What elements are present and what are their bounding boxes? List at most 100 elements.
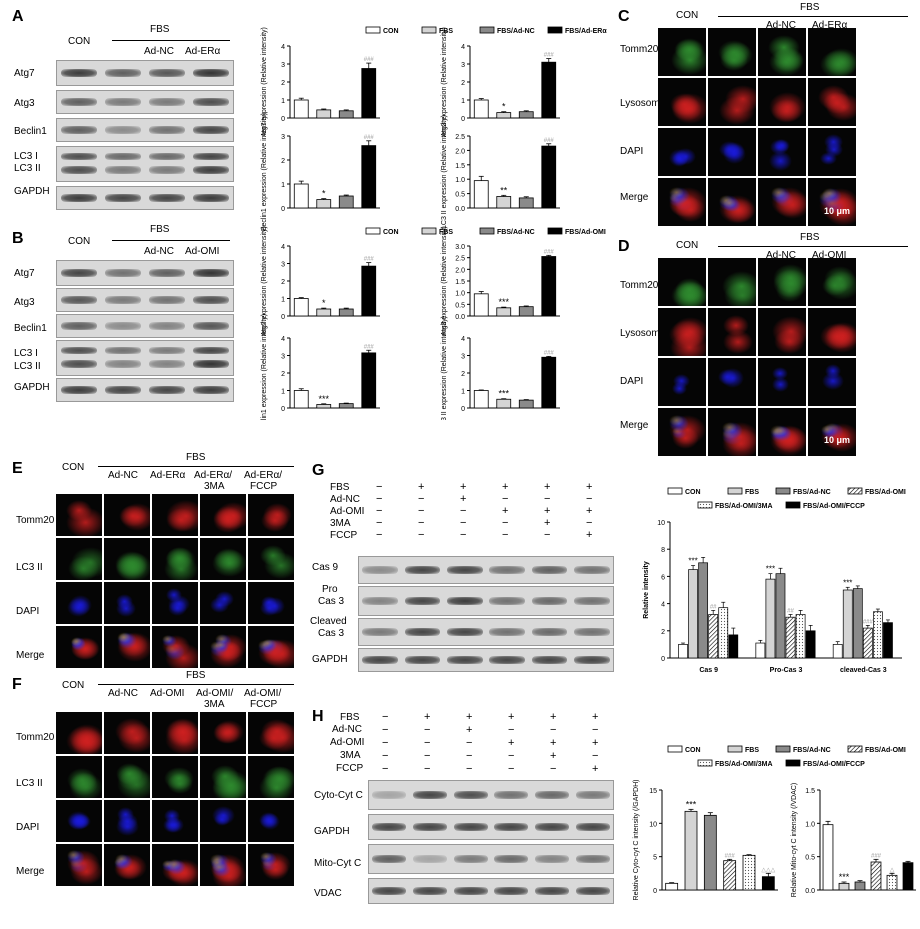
c-con-label: CON bbox=[676, 10, 699, 21]
micrograph-cell bbox=[152, 800, 198, 842]
cell-signal bbox=[671, 381, 688, 395]
micrograph-cell bbox=[152, 582, 198, 624]
micrograph-cell bbox=[152, 494, 198, 536]
legend-label: FBS/Ad-OMI/FCCP bbox=[803, 503, 865, 510]
micrograph-cell bbox=[104, 712, 150, 754]
treatment-sign: − bbox=[418, 505, 425, 517]
micrograph-cell bbox=[104, 844, 150, 886]
y-tick-label: 0 bbox=[653, 888, 657, 895]
cell-signal bbox=[210, 597, 229, 613]
y-axis-label: Beclin1 expression (Relative intensity) bbox=[261, 314, 268, 420]
treatment-sign: − bbox=[376, 505, 383, 517]
blot-band bbox=[531, 656, 568, 664]
y-tick-label: 4 bbox=[281, 44, 285, 51]
blot-band bbox=[192, 194, 230, 202]
blot-band bbox=[575, 791, 610, 799]
y-tick-label: 2.5 bbox=[455, 256, 465, 263]
treatment-sign: + bbox=[544, 505, 551, 517]
blot-band bbox=[494, 791, 529, 799]
blot-band bbox=[192, 322, 230, 330]
cell-signal bbox=[211, 861, 226, 873]
treatment-sign: − bbox=[382, 724, 389, 736]
cell-signal bbox=[825, 321, 856, 350]
treatment-sign: + bbox=[550, 750, 557, 762]
bar bbox=[795, 614, 806, 659]
treatment-sign: − bbox=[508, 750, 515, 762]
blot-band bbox=[372, 791, 407, 799]
blot-band bbox=[104, 194, 142, 202]
bar bbox=[886, 874, 898, 891]
bar bbox=[293, 99, 309, 119]
significance-label: ### bbox=[544, 53, 555, 59]
micrograph-cell bbox=[200, 582, 246, 624]
panel-letter-g: G bbox=[312, 462, 325, 479]
c-lane-adnc: Ad-NC bbox=[766, 20, 797, 31]
treatment-sign: − bbox=[376, 493, 383, 505]
f-row-lc3ii: LC3 II bbox=[16, 778, 43, 789]
significance-label: *** bbox=[766, 565, 775, 574]
blot-band bbox=[412, 823, 448, 831]
panel-letter-d: D bbox=[618, 238, 630, 255]
cell-signal bbox=[820, 49, 856, 76]
micrograph-cell bbox=[708, 308, 756, 356]
a-row-lc3ii: LC3 II bbox=[14, 163, 41, 174]
treatment-sign: − bbox=[376, 517, 383, 529]
f-lane-adnc: Ad-NC bbox=[108, 688, 139, 699]
bar bbox=[785, 616, 796, 659]
blot-strip bbox=[358, 586, 614, 616]
micrograph-cell bbox=[200, 844, 246, 886]
g-treat-fbs: FBS bbox=[330, 482, 350, 493]
blot-band bbox=[60, 98, 98, 106]
treatment-sign: − bbox=[544, 529, 551, 541]
y-axis-label: Atg7 expression (Relative intensity) bbox=[261, 226, 268, 336]
blot-band bbox=[489, 566, 525, 574]
treatment-sign: + bbox=[592, 711, 599, 723]
y-axis-label: Beclin1 expression (Relative intensity) bbox=[261, 113, 268, 231]
f-fbs-label: FBS bbox=[186, 670, 206, 681]
bar bbox=[361, 68, 377, 119]
blot-band bbox=[494, 823, 529, 831]
blot-band bbox=[148, 322, 186, 330]
blot-strip bbox=[368, 844, 614, 874]
blot-band bbox=[60, 153, 98, 160]
micrograph-cell bbox=[248, 494, 294, 536]
f-con-label: CON bbox=[62, 680, 85, 691]
cell-signal bbox=[772, 366, 789, 381]
micrograph-cell bbox=[658, 128, 706, 176]
micrograph-cell bbox=[758, 178, 806, 226]
y-axis-label: Atg7 expression (Relative intensity) bbox=[261, 27, 268, 137]
e-row-tomm20: Tomm20 bbox=[16, 515, 55, 526]
micrograph-cell bbox=[658, 408, 706, 456]
treatment-sign: + bbox=[544, 481, 551, 493]
panel-letter-a: A bbox=[12, 8, 24, 25]
bar-chart: 0.0 0.5 1.0 1.5 2.0 2.5 ** ### LC3 II expression… bbox=[441, 115, 560, 229]
treatment-sign: − bbox=[424, 724, 431, 736]
f-row-dapi: DAPI bbox=[16, 822, 40, 833]
micrograph-cell bbox=[808, 128, 856, 176]
micrograph-cell bbox=[56, 844, 102, 886]
blot-band bbox=[192, 296, 230, 304]
y-tick-label: 2 bbox=[281, 371, 285, 378]
a-con-label: CON bbox=[68, 36, 91, 47]
c-fbs-line bbox=[718, 16, 908, 17]
micrograph-cell bbox=[56, 712, 102, 754]
treatment-sign: − bbox=[376, 481, 383, 493]
bar bbox=[902, 862, 914, 891]
micrograph-cell bbox=[200, 538, 246, 580]
g-row-pro: Pro bbox=[322, 584, 338, 595]
treatment-sign: + bbox=[592, 737, 599, 749]
legend-swatch bbox=[785, 501, 801, 509]
treatment-sign: − bbox=[460, 505, 467, 517]
a-fbs-line bbox=[112, 40, 230, 41]
blot-band bbox=[148, 98, 186, 106]
cell-signal bbox=[165, 588, 183, 603]
blot-band bbox=[362, 628, 398, 636]
treatment-sign: − bbox=[550, 724, 557, 736]
micrograph-cell bbox=[56, 626, 102, 668]
blot-band bbox=[412, 855, 448, 863]
panel-letter-f: F bbox=[12, 676, 22, 693]
f-lane-adfccp-1: Ad-OMI/ bbox=[244, 688, 282, 699]
g-row-gapdh: GAPDH bbox=[312, 654, 348, 665]
y-tick-label: 0 bbox=[461, 116, 465, 123]
treatment-sign: + bbox=[586, 481, 593, 493]
